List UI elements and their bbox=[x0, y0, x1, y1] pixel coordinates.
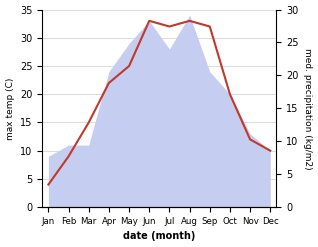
X-axis label: date (month): date (month) bbox=[123, 231, 196, 242]
Y-axis label: max temp (C): max temp (C) bbox=[5, 77, 15, 140]
Y-axis label: med. precipitation (kg/m2): med. precipitation (kg/m2) bbox=[303, 48, 313, 169]
